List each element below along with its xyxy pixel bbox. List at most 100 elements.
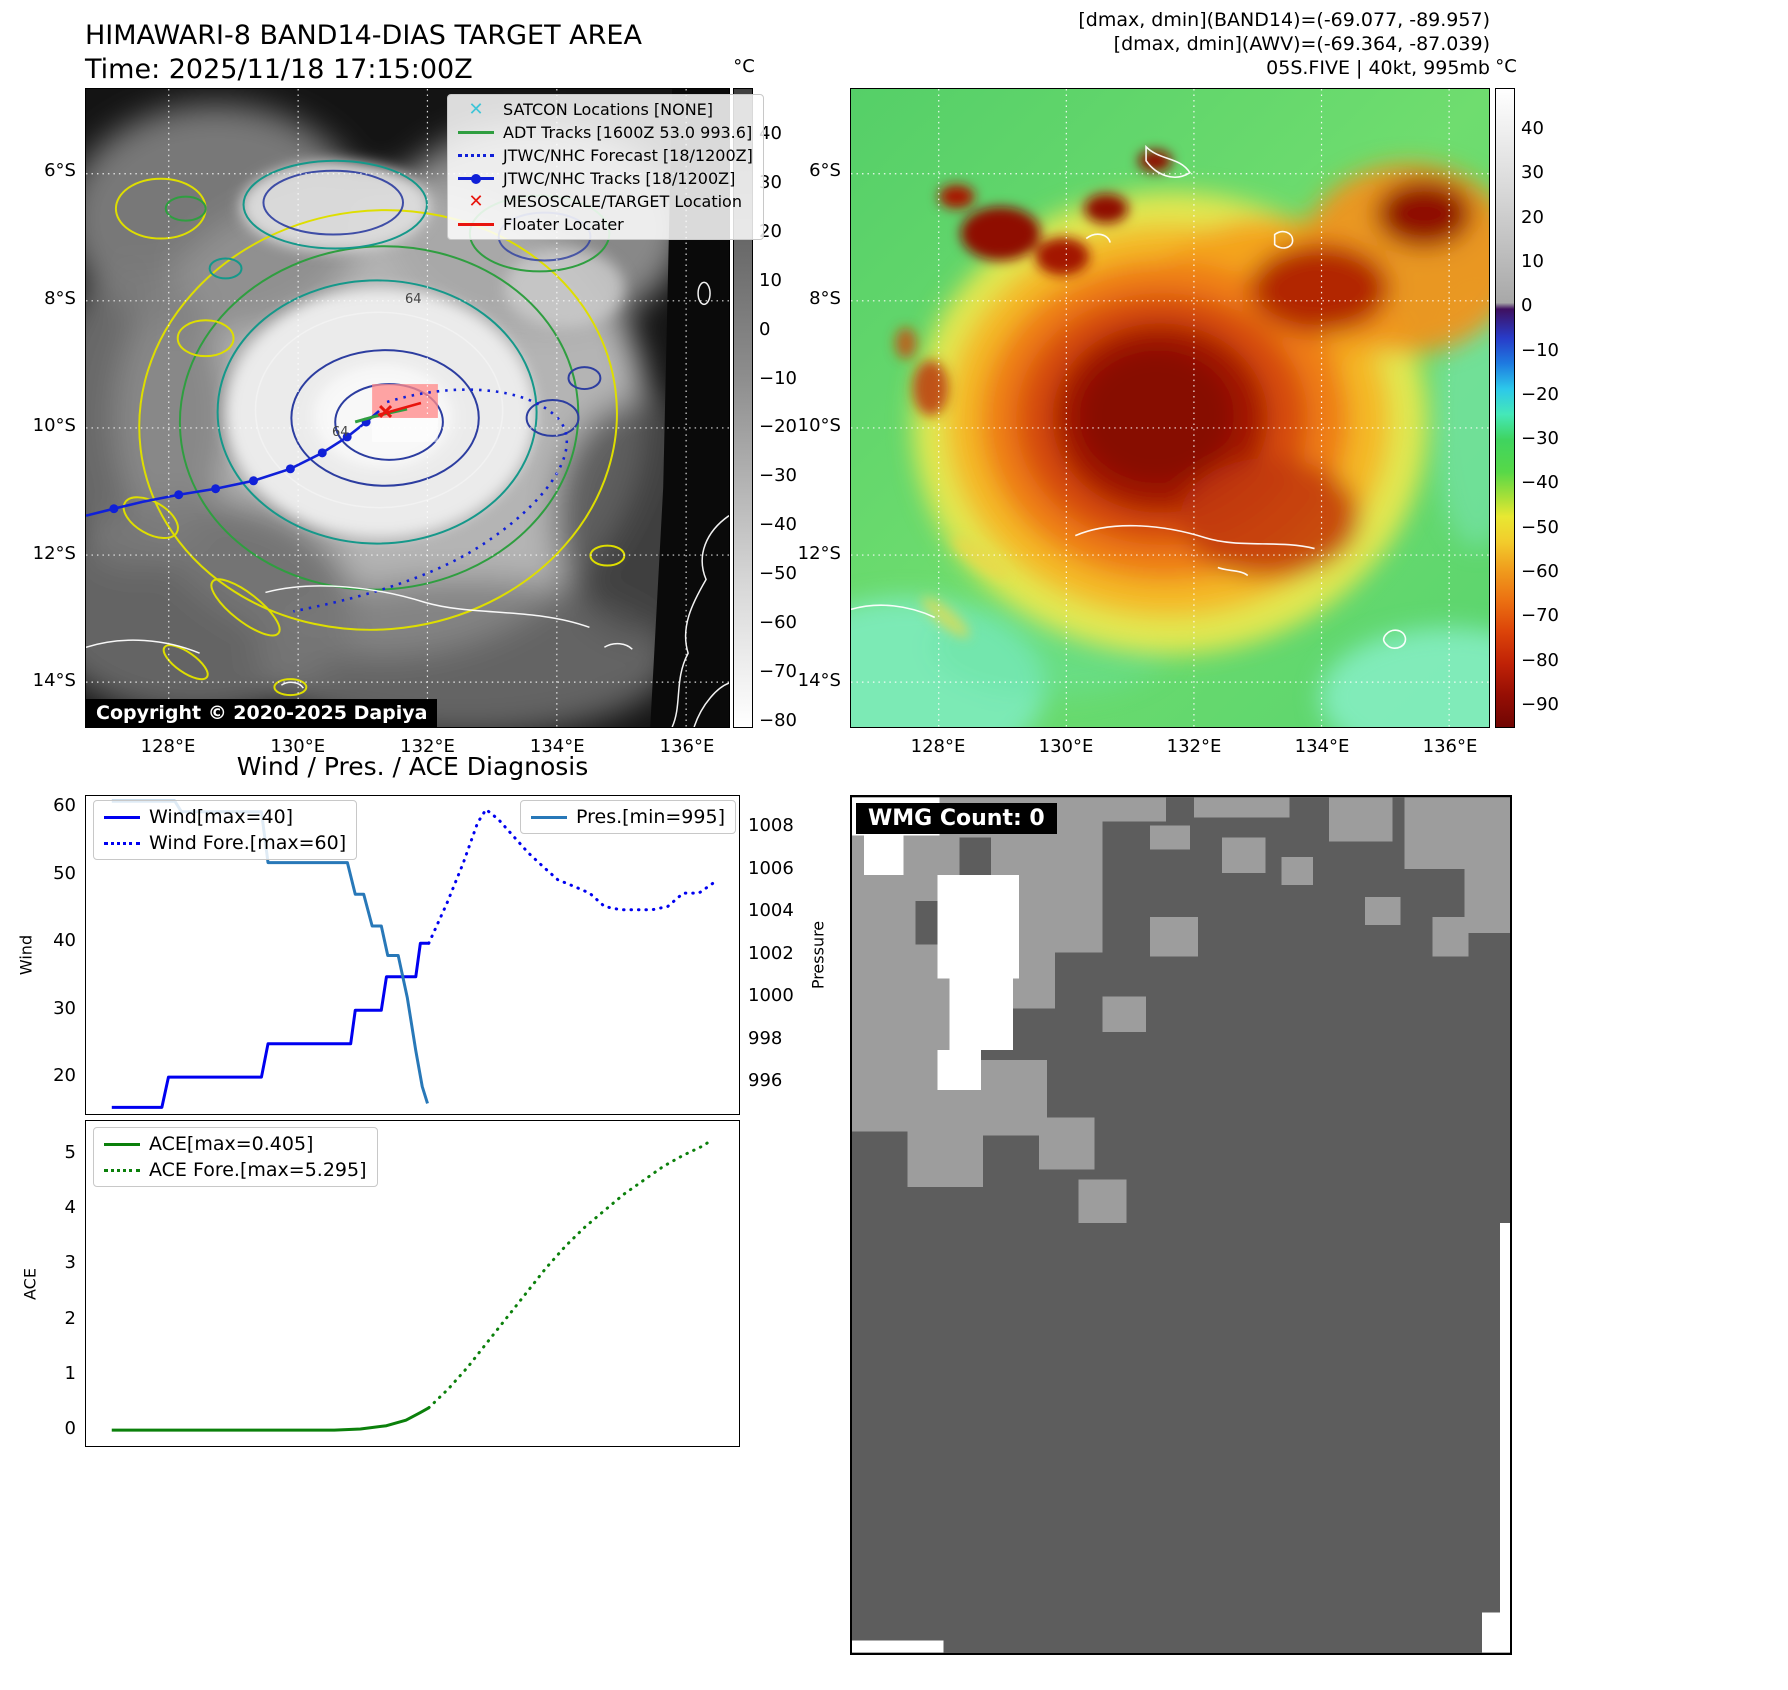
line-marker-icon	[104, 808, 140, 827]
band14-colorbar-unit: °C	[733, 56, 755, 77]
pressure-ytick: 1004	[748, 900, 794, 921]
wmg-mask-artwork	[852, 797, 1510, 1653]
band14-map-legend-item: JTWC/NHC Forecast [18/1200Z]	[458, 146, 753, 165]
pressure-ytick: 1000	[748, 985, 794, 1006]
pressure-legend-item: Pres.[min=995]	[531, 806, 725, 828]
ace-ytick: 3	[64, 1252, 76, 1274]
band14-xtick: 132°E	[400, 736, 455, 757]
contour-label: 64	[332, 425, 349, 440]
awv-cbar-tick: −90	[1521, 693, 1559, 715]
x-marker-icon: ✕	[468, 98, 484, 120]
ace-ytick: 0	[64, 1418, 76, 1439]
awv-cbar-tick: −50	[1521, 516, 1559, 538]
awv-cbar-tick: −30	[1521, 428, 1559, 450]
dotted-marker-icon	[458, 148, 494, 164]
pressure-legend: Pres.[min=995]	[520, 800, 736, 834]
awv-ytick: 14°S	[797, 670, 841, 691]
band14-cbar-tick: −50	[759, 563, 797, 585]
band14-cbar-tick: −80	[759, 709, 797, 731]
awv-xtick: 130°E	[1038, 736, 1094, 757]
dmax-dmin-awv: [dmax, dmin](AWV)=(-69.364, -87.039)	[1113, 33, 1490, 55]
awv-satellite-artwork	[851, 89, 1489, 727]
ace-ytick: 1	[64, 1362, 76, 1384]
awv-xtick: 132°E	[1166, 736, 1222, 757]
band14-map-legend-item: ADT Tracks [1600Z 53.0 993.6]	[458, 123, 753, 142]
band14-cbar-tick: −30	[759, 465, 797, 487]
awv-map	[850, 88, 1490, 728]
wind-ytick: 40	[53, 930, 76, 951]
awv-ytick: 6°S	[809, 160, 841, 181]
line-dot-marker-icon	[458, 171, 494, 187]
band14-title: HIMAWARI-8 BAND14-DIAS TARGET AREA	[85, 20, 642, 51]
coastline-lines	[86, 281, 729, 727]
wmg-panel: WMG Count: 0	[850, 795, 1512, 1655]
dotted-marker-icon	[104, 834, 140, 853]
line-marker-icon	[104, 1135, 140, 1154]
band14-xtick: 130°E	[270, 736, 326, 757]
band14-cbar-tick: −40	[759, 514, 797, 536]
ace-plot-area	[111, 1139, 713, 1432]
pressure-ytick: 1002	[748, 942, 794, 964]
line-marker-icon	[458, 125, 494, 141]
awv-xtick: 128°E	[910, 736, 966, 757]
wind-ytick: 20	[53, 1065, 76, 1086]
awv-cbar-tick: −60	[1521, 561, 1559, 582]
wind-legend: Wind[max=40] Wind Fore.[max=60]	[93, 800, 358, 860]
awv-cbar-tick: 30	[1521, 162, 1544, 184]
pressure-ytick: 996	[748, 1070, 783, 1091]
target-x-icon	[379, 404, 393, 419]
awv-cbar-tick: −40	[1521, 472, 1559, 494]
band14-cbar-tick: −60	[759, 612, 797, 633]
svg-wind-series	[111, 941, 429, 1109]
band14-time: Time: 2025/11/18 17:15:00Z	[85, 54, 473, 85]
awv-cbar-tick: −70	[1521, 605, 1559, 627]
band14-xtick: 134°E	[529, 736, 585, 757]
band14-map-legend-item-label: ADT Tracks [1600Z 53.0 993.6]	[503, 123, 753, 142]
wind-legend-item-label: Wind Fore.[max=60]	[149, 832, 347, 854]
wind-legend-item: Wind[max=40]	[104, 806, 346, 828]
band14-cbar-tick: −10	[759, 367, 797, 389]
band14-ytick: 12°S	[32, 542, 76, 564]
band14-map-legend-item-label: JTWC/NHC Tracks [18/1200Z]	[503, 169, 736, 188]
wind-legend-item: Wind Fore.[max=60]	[104, 832, 346, 854]
band14-cbar-tick: −70	[759, 660, 797, 682]
band14-map-legend-item-label: JTWC/NHC Forecast [18/1200Z]	[503, 146, 753, 165]
ace-legend: ACE[max=0.405] ACE Fore.[max=5.295]	[93, 1127, 378, 1187]
awv-colorbar	[1495, 88, 1515, 728]
band14-map-legend-item: JTWC/NHC Tracks [18/1200Z]	[458, 169, 753, 188]
coastline-lines	[851, 144, 1407, 650]
wmg-count-label: WMG Count: 0	[856, 803, 1057, 834]
line-marker-icon	[458, 217, 494, 233]
ace-legend-item-label: ACE Fore.[max=5.295]	[149, 1159, 367, 1181]
band14-map-legend-item-label: SATCON Locations [NONE]	[503, 100, 714, 119]
contour-label: 64	[405, 292, 422, 307]
ace-ytick: 4	[64, 1197, 76, 1219]
awv-cbar-tick: −10	[1521, 339, 1559, 361]
band14-map-legend-item: ✕ SATCON Locations [NONE]	[458, 100, 753, 119]
band14-cbar-tick: 10	[759, 269, 782, 291]
dmax-dmin-band14: [dmax, dmin](BAND14)=(-69.077, -89.957)	[1078, 9, 1490, 31]
dotted-marker-icon	[104, 1161, 140, 1180]
ace-ytick: 5	[64, 1142, 76, 1163]
awv-ytick: 10°S	[797, 415, 841, 436]
band14-cbar-tick: −20	[759, 416, 797, 438]
band14-map-legend-item: ✕ MESOSCALE/TARGET Location	[458, 192, 753, 211]
wind-ytick: 60	[53, 795, 76, 816]
awv-xtick: 134°E	[1294, 736, 1350, 757]
wind-ytick: 30	[53, 997, 76, 1019]
awv-ytick: 12°S	[797, 542, 841, 564]
diagnosis-title: Wind / Pres. / ACE Diagnosis	[236, 752, 589, 781]
awv-cbar-tick: 20	[1521, 206, 1544, 228]
map-gridlines	[86, 89, 729, 727]
awv-colorbar-unit: °C	[1495, 56, 1517, 77]
svg-ace-series	[427, 1139, 713, 1410]
ace-ytick: 2	[64, 1307, 76, 1329]
map-gridlines	[851, 89, 1489, 727]
pressure-ytick: 1006	[748, 857, 794, 879]
band14-cbar-tick: 40	[759, 123, 782, 144]
awv-cbar-tick: 0	[1521, 295, 1533, 317]
band14-map-legend-item: Floater Locater	[458, 215, 753, 234]
band14-map-legend: ✕ SATCON Locations [NONE] ADT Tracks [1600…	[447, 94, 764, 240]
band14-map-legend-item-label: Floater Locater	[503, 215, 624, 234]
